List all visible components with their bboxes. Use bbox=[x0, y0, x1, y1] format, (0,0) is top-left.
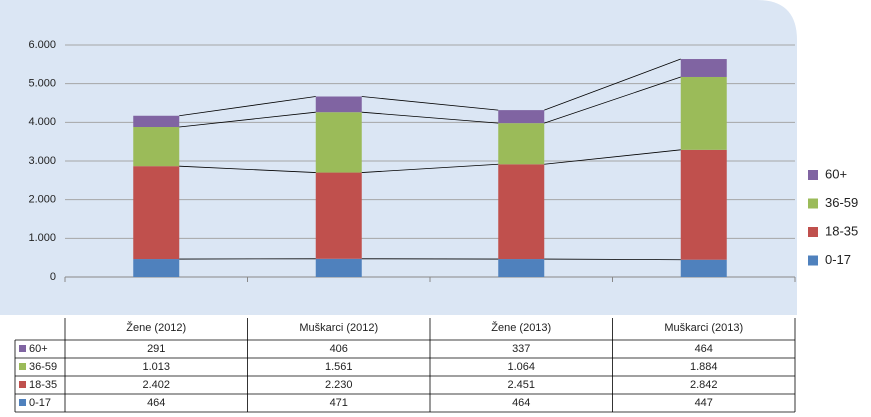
bar-segment bbox=[133, 166, 180, 260]
y-tick-label: 1.000 bbox=[28, 232, 56, 244]
legend: 60+ 36-59 18-35 0-17 bbox=[808, 166, 858, 267]
table-header: Žene (2012) bbox=[126, 321, 186, 334]
series-line bbox=[361, 163, 499, 173]
bar-segment bbox=[680, 59, 727, 77]
table-key bbox=[19, 363, 26, 370]
bar-segment bbox=[315, 172, 362, 259]
y-tick-label: 6.000 bbox=[28, 39, 56, 51]
series-line bbox=[361, 96, 499, 111]
legend-label: 36-59 bbox=[825, 195, 858, 210]
table-header: Muškarci (2012) bbox=[299, 322, 378, 334]
table-cell: 291 bbox=[147, 343, 165, 355]
table-header: Muškarci (2013) bbox=[664, 322, 743, 334]
bar-segment bbox=[315, 96, 362, 113]
table-cell: 464 bbox=[147, 397, 165, 409]
series-line bbox=[179, 111, 316, 128]
bar-segment bbox=[133, 127, 180, 167]
legend-label: 60+ bbox=[825, 166, 847, 181]
legend-label: 0-17 bbox=[825, 252, 851, 267]
bar-segment bbox=[498, 259, 545, 277]
table-cell: 464 bbox=[512, 397, 530, 409]
table-cell: 2.230 bbox=[325, 379, 353, 391]
table-cell: 2.842 bbox=[690, 379, 718, 391]
bar-segment bbox=[498, 123, 545, 165]
series-line bbox=[544, 149, 681, 165]
table-cell: 2.402 bbox=[142, 379, 170, 391]
bar-segment bbox=[133, 115, 180, 128]
table-header: Žene (2013) bbox=[491, 321, 551, 334]
table-cell: 1.884 bbox=[690, 361, 718, 373]
bar-segment bbox=[133, 259, 180, 277]
y-tick-label: 5.000 bbox=[28, 78, 56, 90]
table-cell: 2.451 bbox=[507, 379, 535, 391]
legend-label: 18-35 bbox=[825, 223, 858, 238]
series-line bbox=[544, 58, 681, 111]
table-key bbox=[19, 345, 26, 352]
series-line bbox=[179, 96, 316, 117]
table-key bbox=[19, 381, 26, 388]
table-row-label: 36-59 bbox=[29, 361, 57, 373]
series-line bbox=[361, 111, 499, 124]
chart-background bbox=[0, 0, 797, 315]
legend-swatch bbox=[808, 170, 818, 180]
series-line bbox=[179, 165, 316, 173]
table-cell: 464 bbox=[695, 343, 713, 355]
legend-swatch bbox=[808, 227, 818, 237]
table-cell: 1.561 bbox=[325, 361, 353, 373]
table-row-label: 60+ bbox=[29, 343, 48, 355]
table-cell: 337 bbox=[512, 343, 530, 355]
legend-swatch bbox=[808, 255, 818, 266]
table-key bbox=[19, 399, 26, 406]
bar-segment bbox=[315, 112, 362, 173]
y-tick-label: 0 bbox=[50, 271, 56, 283]
table-row-label: 18-35 bbox=[29, 379, 57, 391]
bar-segment bbox=[498, 164, 545, 260]
table-cell: 1.013 bbox=[142, 361, 170, 373]
series-line bbox=[544, 76, 681, 124]
bar-segment bbox=[680, 76, 727, 150]
bar-segment bbox=[680, 149, 727, 260]
table-row-label: 0-17 bbox=[29, 397, 51, 409]
table-cell: 447 bbox=[695, 397, 713, 409]
table-cell: 406 bbox=[330, 343, 348, 355]
legend-swatch bbox=[808, 198, 818, 209]
series-line bbox=[544, 258, 681, 261]
y-tick-label: 4.000 bbox=[28, 116, 56, 128]
table-cell: 471 bbox=[330, 397, 348, 409]
bar-segment bbox=[315, 258, 362, 277]
bar-segment bbox=[680, 259, 727, 277]
bar-segment bbox=[498, 110, 545, 124]
y-tick-label: 2.000 bbox=[28, 194, 56, 206]
y-tick-label: 3.000 bbox=[28, 155, 56, 167]
table-cell: 1.064 bbox=[507, 361, 535, 373]
